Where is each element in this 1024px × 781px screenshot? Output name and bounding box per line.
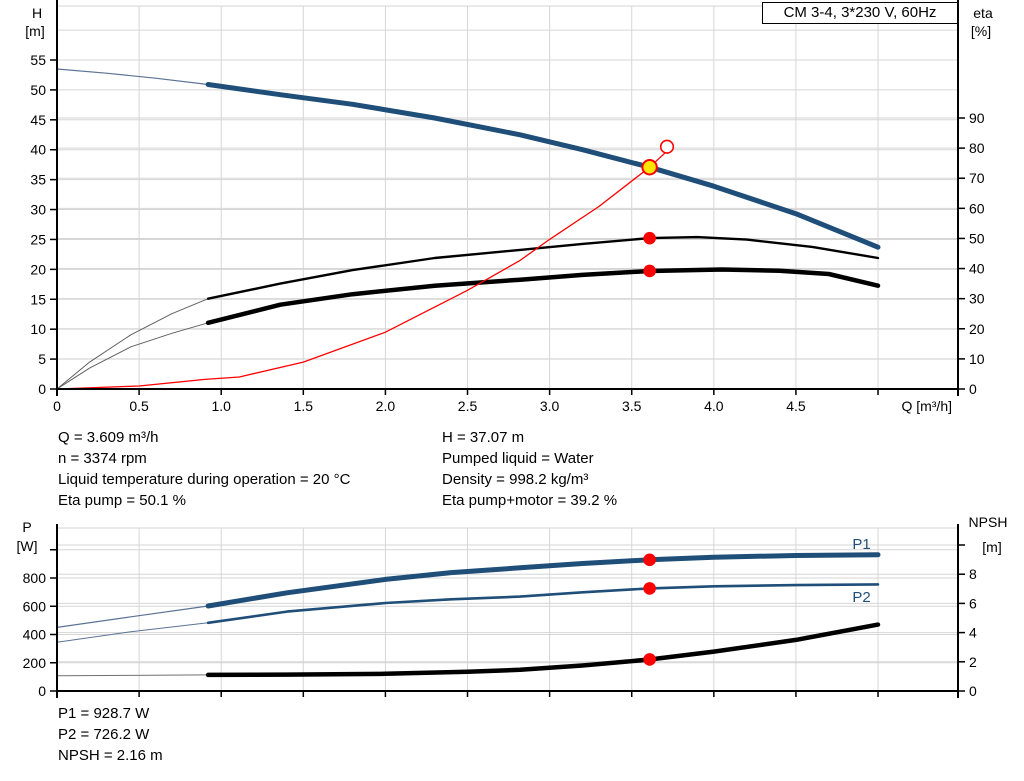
head-curve [205, 82, 881, 250]
left-axis-title: P [22, 519, 31, 535]
y-left-tick-label: 15 [30, 291, 46, 307]
left-axis-title: H [32, 5, 42, 21]
y-left-tick-label: 5 [38, 351, 46, 367]
left-axis-title: [W] [17, 538, 38, 554]
rated-point-marker [659, 139, 675, 154]
p1-curve-extension [56, 605, 209, 629]
stat-line: n = 3374 rpm [58, 450, 147, 467]
y-left-tick-label: 20 [30, 261, 46, 277]
duty-point-marker[interactable] [641, 159, 658, 176]
stat-line: P1 = 928.7 W [58, 705, 150, 722]
y-left-tick-label: 50 [30, 82, 46, 98]
y-right-tick-label: 60 [969, 200, 985, 216]
y-left-tick-label: 35 [30, 172, 46, 188]
right-axis-title: eta [973, 5, 993, 21]
p1-point-marker [643, 553, 656, 567]
y-right-tick-label: 90 [969, 110, 985, 126]
eta-pump-motor-curve [205, 267, 881, 326]
y-left-tick-label: 55 [30, 52, 46, 68]
y-left-tick-label: 30 [30, 202, 46, 218]
right-axis-title: [m] [982, 539, 1001, 555]
y-right-tick-label: 50 [969, 230, 985, 246]
h-q-chart: 0 0.5 1.0 1.5 2.0 2.5 3.0 3.5 4.0 4.5 0 5 10 15 20 25 30… [25, 0, 993, 414]
stat-line: Eta pump+motor = 39.2 % [442, 492, 618, 509]
y-left-tick-label: 45 [30, 112, 46, 128]
y-right-tick-label: 0 [969, 683, 977, 699]
operating-data-right: H = 37.07 m Pumped liquid = Water Density … [442, 427, 617, 511]
x-tick-label: 4.5 [786, 398, 806, 414]
system-curve [56, 152, 666, 390]
x-tick-label: 0.5 [129, 398, 149, 414]
y-right-tick-label: 30 [969, 291, 985, 307]
right-axis-title: [%] [971, 23, 991, 39]
x-tick-label: 1.0 [211, 398, 231, 414]
npsh-curve-extension [56, 674, 209, 677]
p1-curve [205, 552, 881, 609]
p2-point-marker [643, 582, 656, 595]
y-left-tick-label: 600 [23, 598, 47, 614]
x-tick-label: 2.0 [376, 398, 396, 414]
x-tick-label: 1.5 [294, 398, 314, 414]
y-right-tick-label: 10 [969, 351, 985, 367]
y-left-tick-label: 800 [23, 570, 47, 586]
x-tick-label: 4.0 [704, 398, 724, 414]
eta-pump-point-marker [643, 231, 656, 245]
x-tick-label: 3.0 [540, 398, 560, 414]
y-right-tick-label: 4 [969, 625, 977, 641]
operating-data-left: Q = 3.609 m³/h n = 3374 rpm Liquid tempera… [58, 427, 350, 511]
stat-line: Eta pump = 50.1 % [58, 492, 186, 509]
npsh-point-marker [643, 653, 656, 666]
power-npsh-readout: P1 = 928.7 W P2 = 726.2 W NPSH = 2.16 m [58, 703, 163, 766]
right-axis-title: NPSH [969, 514, 1008, 530]
y-left-tick-label: 400 [23, 627, 47, 643]
y-left-tick-label: 25 [30, 231, 46, 247]
p2-curve-extension [56, 622, 209, 643]
y-right-tick-label: 2 [969, 654, 977, 670]
y-right-tick-label: 80 [969, 140, 985, 156]
npsh-curve [205, 622, 881, 678]
left-axis-title: [m] [25, 23, 44, 39]
eta-pump-extension [56, 298, 209, 390]
stat-line: NPSH = 2.16 m [58, 747, 163, 764]
stat-line: H = 37.07 m [442, 429, 525, 446]
x-tick-label: 2.5 [458, 398, 478, 414]
head-curve-extension [56, 68, 209, 86]
y-right-tick-label: 40 [969, 261, 985, 277]
y-left-tick-label: 0 [38, 381, 46, 397]
eta-pump-curve [206, 235, 880, 300]
stat-line: Q = 3.609 m³/h [58, 429, 159, 446]
y-right-tick-label: 70 [969, 170, 985, 186]
x-axis-title: Q [m³/h] [901, 398, 952, 414]
power-npsh-chart: 0 200 400 600 800 0 2 4 6 8 P [W] NPSH [m] P1 P2 [17, 514, 1008, 699]
eta-pump-motor-point-marker [643, 264, 656, 278]
y-right-tick-label: 8 [969, 566, 977, 582]
stat-line: Pumped liquid = Water [442, 450, 594, 467]
pump-model-badge: CM 3-4, 3*230 V, 60Hz [762, 2, 958, 24]
y-right-tick-label: 20 [969, 321, 985, 337]
stat-line: P2 = 726.2 W [58, 726, 150, 743]
x-tick-label: 3.5 [622, 398, 642, 414]
x-tick-label: 0 [53, 398, 61, 414]
y-right-tick-label: 6 [969, 595, 977, 611]
p2-curve [206, 583, 880, 625]
y-left-tick-label: 40 [30, 142, 46, 158]
stat-line: Density = 998.2 kg/m³ [442, 471, 589, 488]
y-left-tick-label: 200 [23, 655, 47, 671]
stat-line: Liquid temperature during operation = 20… [58, 471, 351, 488]
eta-pump-motor-extension [56, 322, 209, 390]
curve-label: P2 [852, 589, 870, 606]
y-right-tick-label: 0 [969, 381, 977, 397]
curve-label: P1 [852, 536, 870, 553]
y-left-tick-label: 10 [30, 321, 46, 337]
y-left-tick-label: 0 [38, 683, 46, 699]
